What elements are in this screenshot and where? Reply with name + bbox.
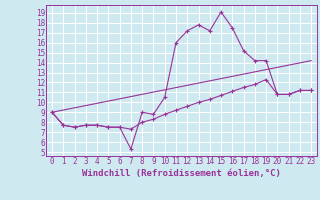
X-axis label: Windchill (Refroidissement éolien,°C): Windchill (Refroidissement éolien,°C) [82,169,281,178]
